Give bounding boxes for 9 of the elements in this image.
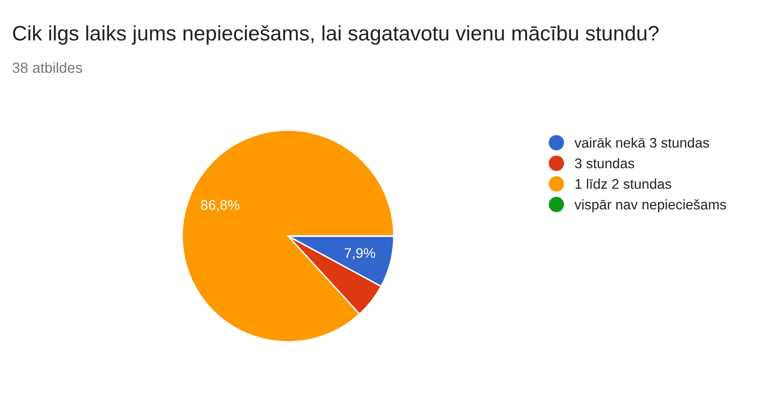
data-label: 86,8% [201,200,240,212]
legend-label: vispār nav nepieciešams [574,199,726,212]
chart-title: Cik ilgs laiks jums nepieciešams, lai sagatavotu vienu mācību stundu? [13,25,659,45]
pie-slice [181,129,395,343]
legend-label: 3 stundas [574,158,634,168]
legend-label: 1 līdz 2 stundas [576,178,672,189]
legend-label: vairāk nekā 3 stundas [574,138,710,148]
data-label: 7,9% [344,248,376,260]
text: 38 atbildes [12,62,82,73]
